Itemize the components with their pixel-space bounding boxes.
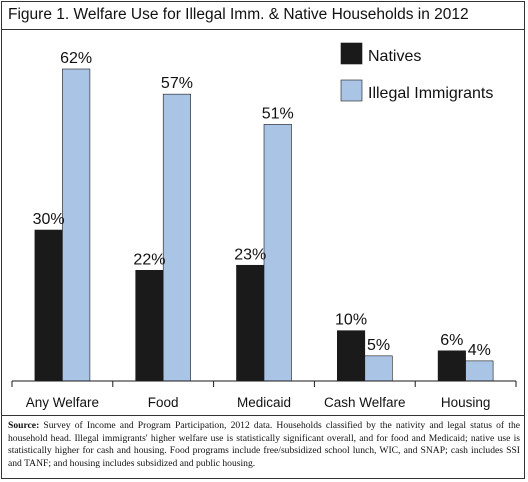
value-label-illegal-immigrants-0: 62% xyxy=(60,50,92,67)
bar-natives-1 xyxy=(135,269,164,382)
bar-illegal-immigrants-1 xyxy=(162,93,191,382)
bar-natives-0 xyxy=(34,229,63,382)
legend: Natives Illegal Immigrants xyxy=(340,42,493,102)
value-labels-layer: 30% 62% 22% 57% 23% 51% 10%5% 6% 4% xyxy=(33,50,491,359)
bar-illegal-immigrants-3 xyxy=(364,355,393,382)
category-label-2: Medicaid xyxy=(237,395,291,410)
value-label-natives-4: 6% xyxy=(440,332,463,349)
category-label-0: Any Welfare xyxy=(26,395,99,410)
bar-natives-4 xyxy=(437,350,466,382)
bars-layer xyxy=(34,68,494,382)
legend-swatch-natives xyxy=(340,42,363,65)
category-label-1: Food xyxy=(148,395,179,410)
category-label-4: Housing xyxy=(441,395,491,410)
legend-swatch-illegal-immigrants xyxy=(340,79,363,102)
title-divider xyxy=(2,29,524,30)
bar-natives-2 xyxy=(236,264,265,382)
value-label-illegal-immigrants-4: 4% xyxy=(468,342,491,359)
value-label-illegal-immigrants-3: 5% xyxy=(367,337,390,354)
value-label-natives-0: 30% xyxy=(33,211,65,228)
bar-illegal-immigrants-2 xyxy=(263,124,292,382)
value-label-natives-2: 23% xyxy=(234,246,266,263)
source-divider xyxy=(2,415,524,416)
source-note: Source: Survey of Income and Program Par… xyxy=(8,420,520,470)
legend-label-natives: Natives xyxy=(368,48,421,65)
value-label-illegal-immigrants-1: 57% xyxy=(161,75,193,92)
source-text: Survey of Income and Program Participati… xyxy=(8,420,520,469)
legend-label-illegal-immigrants: Illegal Immigrants xyxy=(368,85,493,102)
x-axis: Any Welfare Food Medicaid Cash Welfare Housi… xyxy=(11,380,517,410)
chart-title: Figure 1. Welfare Use for Illegal Imm. &… xyxy=(8,6,469,23)
bar-natives-3 xyxy=(336,330,366,382)
bar-illegal-immigrants-0 xyxy=(62,68,91,382)
bar-illegal-immigrants-4 xyxy=(465,360,494,382)
category-label-3: Cash Welfare xyxy=(324,395,406,410)
source-label: Source: xyxy=(8,420,40,431)
value-label-natives-3: 10% xyxy=(335,312,367,329)
value-label-natives-1: 22% xyxy=(133,251,165,268)
value-label-illegal-immigrants-2: 51% xyxy=(262,105,294,122)
